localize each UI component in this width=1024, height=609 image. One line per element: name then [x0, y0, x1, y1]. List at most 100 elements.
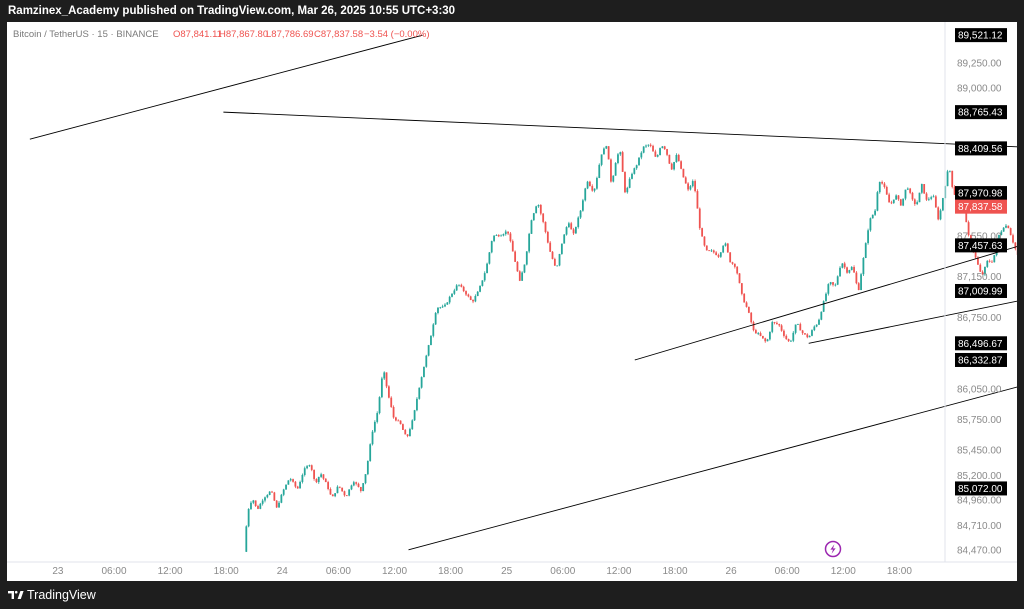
candle-body	[640, 152, 643, 158]
candle-body	[925, 193, 928, 200]
candle-body	[764, 338, 767, 342]
candle-body	[680, 161, 682, 169]
chart-area[interactable]: 89,250.00 89,000.00 87,550.00 87,150.00 86,7…	[7, 22, 1024, 581]
candle-body	[986, 260, 989, 267]
candle-body	[261, 500, 264, 504]
candle-body	[624, 171, 626, 193]
price-tick-label: 89,250.00	[957, 58, 1002, 69]
candle-body	[666, 149, 668, 155]
candle-body	[895, 195, 898, 200]
candle-body	[362, 483, 365, 491]
candle-body	[395, 417, 397, 421]
time-tick-label: 12:00	[158, 566, 183, 577]
candle-body	[603, 148, 605, 155]
candle-body	[296, 486, 299, 489]
candle-body	[423, 366, 425, 378]
tradingview-logo-icon[interactable]	[8, 589, 24, 601]
candle-body	[455, 285, 458, 291]
candle-body	[794, 324, 797, 333]
time-tick-label: 23	[52, 566, 64, 577]
candle-body	[378, 397, 381, 414]
candle-body	[420, 377, 423, 388]
time-axis[interactable]: 23 06:00 12:00 18:00 24 06:00 12:00 18:00 25 06:0…	[52, 566, 912, 577]
candle-body	[551, 251, 554, 259]
candle-body	[294, 481, 297, 487]
candle-body	[656, 155, 659, 157]
candle-body	[778, 324, 781, 326]
candle-body	[268, 491, 271, 495]
candle-body	[299, 481, 301, 489]
price-tick-label: 84,470.00	[957, 545, 1002, 556]
candle-body	[465, 291, 467, 295]
candle-body	[689, 186, 692, 190]
candle-body	[1014, 242, 1017, 249]
candle-body	[476, 291, 479, 297]
candle-body	[387, 386, 390, 398]
candle-body	[934, 196, 937, 208]
candle-body	[402, 424, 404, 430]
candle-body	[888, 194, 891, 203]
candle-body	[610, 159, 612, 182]
candle-body	[376, 413, 379, 422]
candle-body	[593, 188, 596, 191]
price-axis[interactable]: 89,250.00 89,000.00 87,550.00 87,150.00 86,7…	[955, 28, 1007, 556]
candle-body	[911, 192, 914, 200]
candle-body	[308, 465, 311, 467]
price-label-box	[955, 336, 1007, 351]
candle-body	[427, 345, 430, 356]
candle-body	[776, 322, 778, 325]
candle-body	[425, 355, 428, 367]
candle-body	[1007, 225, 1010, 229]
candle-body	[712, 250, 715, 253]
price-tick-label: 84,960.00	[957, 495, 1002, 506]
candle-body	[472, 299, 474, 302]
candle-body	[327, 482, 330, 490]
candle-body	[684, 177, 687, 184]
candle-body	[743, 293, 746, 303]
candle-body	[334, 493, 337, 497]
candle-body	[257, 506, 259, 509]
candle-body	[385, 372, 388, 387]
candle-body	[292, 479, 294, 482]
candle-body	[366, 461, 369, 475]
price-tick-label: 87,150.00	[957, 272, 1002, 283]
candle-body	[275, 500, 278, 508]
candle-body	[565, 227, 568, 235]
candle-body	[280, 494, 283, 503]
candle-body	[804, 333, 806, 335]
candle-body	[771, 322, 774, 332]
candle-body	[883, 183, 886, 187]
candle-body	[416, 398, 418, 411]
trendline[interactable]	[808, 291, 1024, 344]
candlestick-chart[interactable]: 89,250.00 89,000.00 87,550.00 87,150.00 86,7…	[7, 22, 1024, 581]
candle-body	[516, 261, 519, 272]
trendline[interactable]	[634, 244, 1022, 361]
candle-body	[708, 250, 711, 252]
candle-body	[991, 261, 993, 263]
candle-body	[474, 296, 477, 302]
trendlines[interactable]	[29, 34, 1024, 551]
candle-body	[864, 243, 867, 258]
time-tick-label: 12:00	[382, 566, 407, 577]
candle-body	[967, 222, 970, 236]
candle-body	[855, 272, 858, 284]
candle-body	[306, 466, 308, 469]
trendline[interactable]	[223, 111, 1024, 148]
price-label: 88,765.43	[958, 108, 1003, 119]
candle-body	[1000, 231, 1003, 235]
candle-body	[790, 340, 792, 342]
legend-symbol: Bitcoin / TetherUS · 15 · BINANCE	[13, 29, 159, 40]
candle-body	[266, 494, 269, 498]
price-tick-label: 84,710.00	[957, 521, 1002, 532]
candle-body	[579, 210, 582, 218]
candle-body	[301, 474, 304, 482]
lightning-bolt-icon[interactable]	[824, 540, 842, 558]
candle-body	[876, 192, 879, 211]
brand-text[interactable]: TradingView	[27, 588, 96, 602]
candle-body	[315, 478, 318, 483]
trendline[interactable]	[408, 374, 1024, 551]
trendline[interactable]	[29, 34, 423, 140]
candle-body	[341, 487, 344, 492]
candle-body	[752, 322, 755, 331]
candle-body	[918, 192, 921, 203]
